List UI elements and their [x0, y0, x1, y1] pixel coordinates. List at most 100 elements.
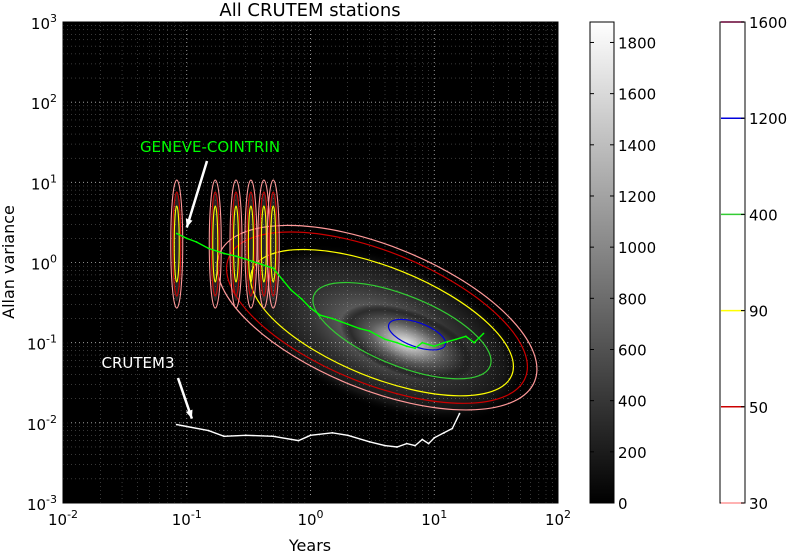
- contour-band-inner-0: [173, 205, 180, 283]
- y-tick-label: 10-3: [27, 493, 57, 514]
- series-point-0: [358, 327, 361, 330]
- annotations: GENEVE-COINTRIN CRUTEM3: [101, 138, 280, 420]
- series-point-0: [396, 341, 398, 344]
- y-tick-label: 102: [31, 92, 57, 113]
- density-colorbar-label: 800: [618, 290, 647, 308]
- density-colorbar: 0 200 400 600 800 1000 1200 1400 1600 1800: [589, 21, 656, 513]
- series-point-0: [207, 247, 210, 250]
- contour-band-mid-2: [231, 191, 241, 297]
- contour-band-inner-4: [260, 205, 267, 283]
- series-point-0: [482, 332, 485, 335]
- series-point-1: [443, 431, 445, 434]
- series-point-1: [309, 434, 312, 437]
- x-tick-label: 10-2: [48, 508, 78, 529]
- series-point-0: [282, 279, 284, 282]
- contour-1200: [387, 318, 447, 351]
- series-point-0: [473, 341, 476, 344]
- series-point-1: [185, 425, 188, 428]
- series-point-0: [384, 338, 386, 341]
- series-point-0: [455, 338, 457, 341]
- contour-band-mid-0: [172, 191, 182, 297]
- contour-colorbar: 30 50 90 400 1200 1600: [719, 14, 787, 513]
- contour-band-outer-4: [257, 179, 271, 309]
- contour-band-outer-2: [229, 179, 243, 309]
- annotation-arrowhead-1: [185, 409, 193, 419]
- y-tick-label: 100: [31, 253, 57, 274]
- series-point-0: [309, 307, 312, 309]
- contour-colorbar-label: 400: [749, 206, 778, 224]
- contour-band-inner-5: [270, 205, 277, 283]
- series-point-1: [244, 434, 247, 437]
- series-point-1: [405, 442, 408, 445]
- series-point-0: [464, 335, 467, 338]
- series-point-0: [414, 347, 416, 350]
- density-colorbar-gradient: [589, 21, 615, 504]
- annotation-arrow-0: [185, 160, 209, 228]
- series-point-0: [195, 241, 198, 243]
- density-colorbar-label: 600: [618, 341, 647, 359]
- series-point-1: [223, 435, 225, 438]
- series-lines: [175, 232, 485, 448]
- series-point-0: [223, 252, 225, 255]
- contour-colorbar-label: 30: [749, 495, 768, 513]
- axes: 10-2 10-1 100 101 10210-310-210-110010110210…: [27, 12, 571, 529]
- series-point-0: [185, 237, 188, 240]
- series-point-1: [414, 444, 416, 447]
- series-point-1: [451, 427, 454, 430]
- density-colorbar-label: 1200: [618, 188, 656, 206]
- series-point-0: [244, 258, 247, 261]
- contour-band-mid-4: [259, 191, 269, 297]
- series-point-0: [272, 267, 275, 270]
- contour-colorbar-label: 90: [749, 303, 768, 321]
- series-point-1: [297, 439, 300, 442]
- x-axis-label: Years: [288, 536, 331, 553]
- series-point-1: [175, 423, 178, 426]
- x-tick-label: 101: [421, 508, 447, 529]
- contour-band-outer-3: [244, 179, 258, 309]
- series-point-0: [443, 341, 445, 344]
- y-tick-label: 103: [31, 12, 57, 33]
- contour-band-inner-3: [247, 205, 254, 283]
- series-point-0: [235, 255, 237, 258]
- contour-band-outer-5: [266, 179, 280, 309]
- y-axis-label: Allan variance: [0, 205, 18, 319]
- series-point-1: [396, 446, 398, 448]
- contour-band-mid-3: [246, 191, 256, 297]
- series-point-0: [421, 341, 424, 344]
- series-point-0: [433, 345, 436, 348]
- contour-50: [226, 231, 528, 404]
- contour-band-mid-1: [210, 191, 220, 297]
- x-tick-label: 10-1: [172, 508, 202, 529]
- annotation-arrowhead-0: [185, 218, 193, 228]
- series-point-0: [319, 314, 322, 317]
- series-point-1: [421, 438, 424, 441]
- chart-title: All CRUTEM stations: [219, 0, 400, 21]
- series-point-0: [290, 289, 293, 292]
- series-point-1: [331, 431, 334, 434]
- x-tick-label: 102: [545, 508, 571, 529]
- series-point-1: [384, 444, 386, 447]
- annotation-label-0: GENEVE-COINTRIN: [140, 138, 280, 156]
- series-point-1: [368, 440, 371, 443]
- series-point-0: [300, 298, 303, 300]
- series-point-1: [458, 412, 461, 415]
- density-colorbar-label: 400: [618, 393, 647, 411]
- contour-band-inner-1: [212, 205, 219, 283]
- contour-band-outer-1: [208, 179, 222, 309]
- series-point-0: [260, 263, 263, 266]
- x-tick-label: 100: [297, 508, 323, 529]
- contour-band-outer-0: [170, 179, 184, 309]
- series-point-0: [346, 323, 349, 326]
- contour-colorbar-label: 1600: [749, 14, 787, 32]
- series-point-0: [331, 317, 334, 320]
- series-point-1: [433, 436, 436, 439]
- y-tick-label: 10-1: [27, 333, 57, 354]
- density-colorbar-label: 1600: [618, 86, 656, 104]
- contour-colorbar-label: 1200: [749, 110, 787, 128]
- density-colorbar-label: 0: [618, 495, 628, 513]
- series-point-0: [405, 345, 408, 348]
- density-colorbar-label: 200: [618, 444, 647, 462]
- annotation-label-1: CRUTEM3: [101, 354, 174, 372]
- contour-colorbar-label: 50: [749, 399, 768, 417]
